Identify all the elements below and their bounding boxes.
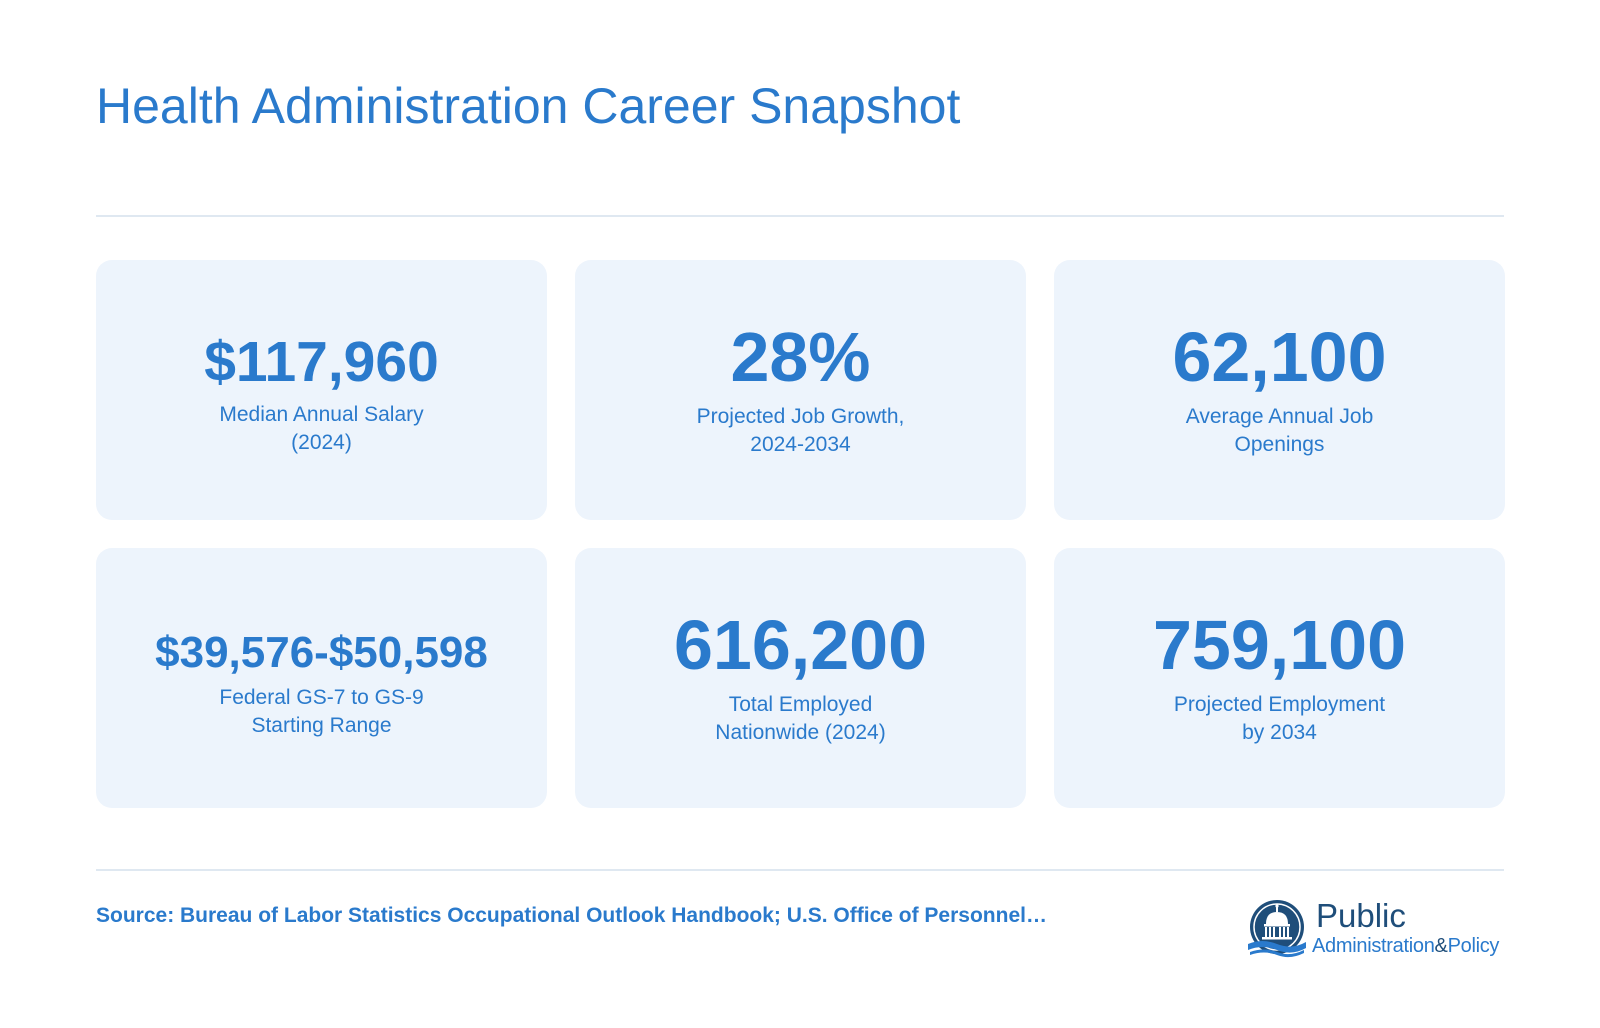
source-citation: Source: Bureau of Labor Statistics Occup…: [96, 904, 1047, 927]
stat-label: Projected Employment by 2034: [1174, 691, 1385, 747]
stat-card-job-openings: 62,100 Average Annual Job Openings: [1054, 260, 1505, 520]
stats-grid: $117,960 Median Annual Salary (2024) 28%…: [96, 260, 1505, 808]
stat-label: Projected Job Growth, 2024-2034: [697, 403, 905, 459]
logo-word-administration: Administration: [1312, 935, 1435, 957]
logo-ampersand: &: [1434, 935, 1448, 957]
stat-label: Median Annual Salary (2024): [219, 401, 423, 457]
stat-label: Federal GS-7 to GS-9 Starting Range: [219, 684, 423, 740]
stat-value: $39,576-$50,598: [155, 627, 488, 677]
stat-label-line: (2024): [291, 430, 352, 454]
stat-value: $117,960: [204, 330, 439, 395]
stat-label-line: Starting Range: [251, 714, 392, 738]
bottom-divider: [96, 869, 1504, 871]
logo-subtitle: Administration&Policy: [1312, 934, 1499, 958]
stat-label-line: Projected Employment: [1173, 692, 1386, 716]
capitol-dome-icon: [1248, 900, 1306, 958]
stat-value: 616,200: [673, 606, 928, 685]
stat-value: 62,100: [1172, 318, 1387, 397]
stat-label-line: Openings: [1234, 432, 1325, 456]
stat-value: 28%: [730, 318, 871, 397]
stat-label-line: by 2034: [1242, 720, 1317, 744]
page-title: Health Administration Career Snapshot: [96, 78, 961, 134]
stat-label: Total Employed Nationwide (2024): [715, 691, 885, 747]
stat-value: 759,100: [1152, 606, 1407, 685]
stat-card-job-growth: 28% Projected Job Growth, 2024-2034: [575, 260, 1026, 520]
stat-label-line: Median Annual Salary: [219, 402, 424, 426]
stat-card-median-salary: $117,960 Median Annual Salary (2024): [96, 260, 547, 520]
logo-word-policy: Policy: [1447, 935, 1500, 957]
stat-card-federal-range: $39,576-$50,598 Federal GS-7 to GS-9 Sta…: [96, 548, 547, 808]
stat-card-projected-employment: 759,100 Projected Employment by 2034: [1054, 548, 1505, 808]
stat-label-line: Nationwide (2024): [715, 720, 886, 744]
logo-word-public: Public: [1316, 897, 1406, 934]
site-logo[interactable]: Public Administration&Policy: [1246, 896, 1504, 962]
stat-label-line: Federal GS-7 to GS-9: [219, 686, 424, 710]
stat-label-line: Average Annual Job: [1185, 404, 1374, 428]
stat-card-total-employed: 616,200 Total Employed Nationwide (2024): [575, 548, 1026, 808]
stat-label-line: 2024-2034: [750, 432, 851, 456]
stat-label-line: Total Employed: [728, 692, 873, 716]
top-divider: [96, 215, 1504, 217]
stat-label-line: Projected Job Growth,: [696, 404, 905, 428]
stat-label: Average Annual Job Openings: [1186, 403, 1374, 459]
